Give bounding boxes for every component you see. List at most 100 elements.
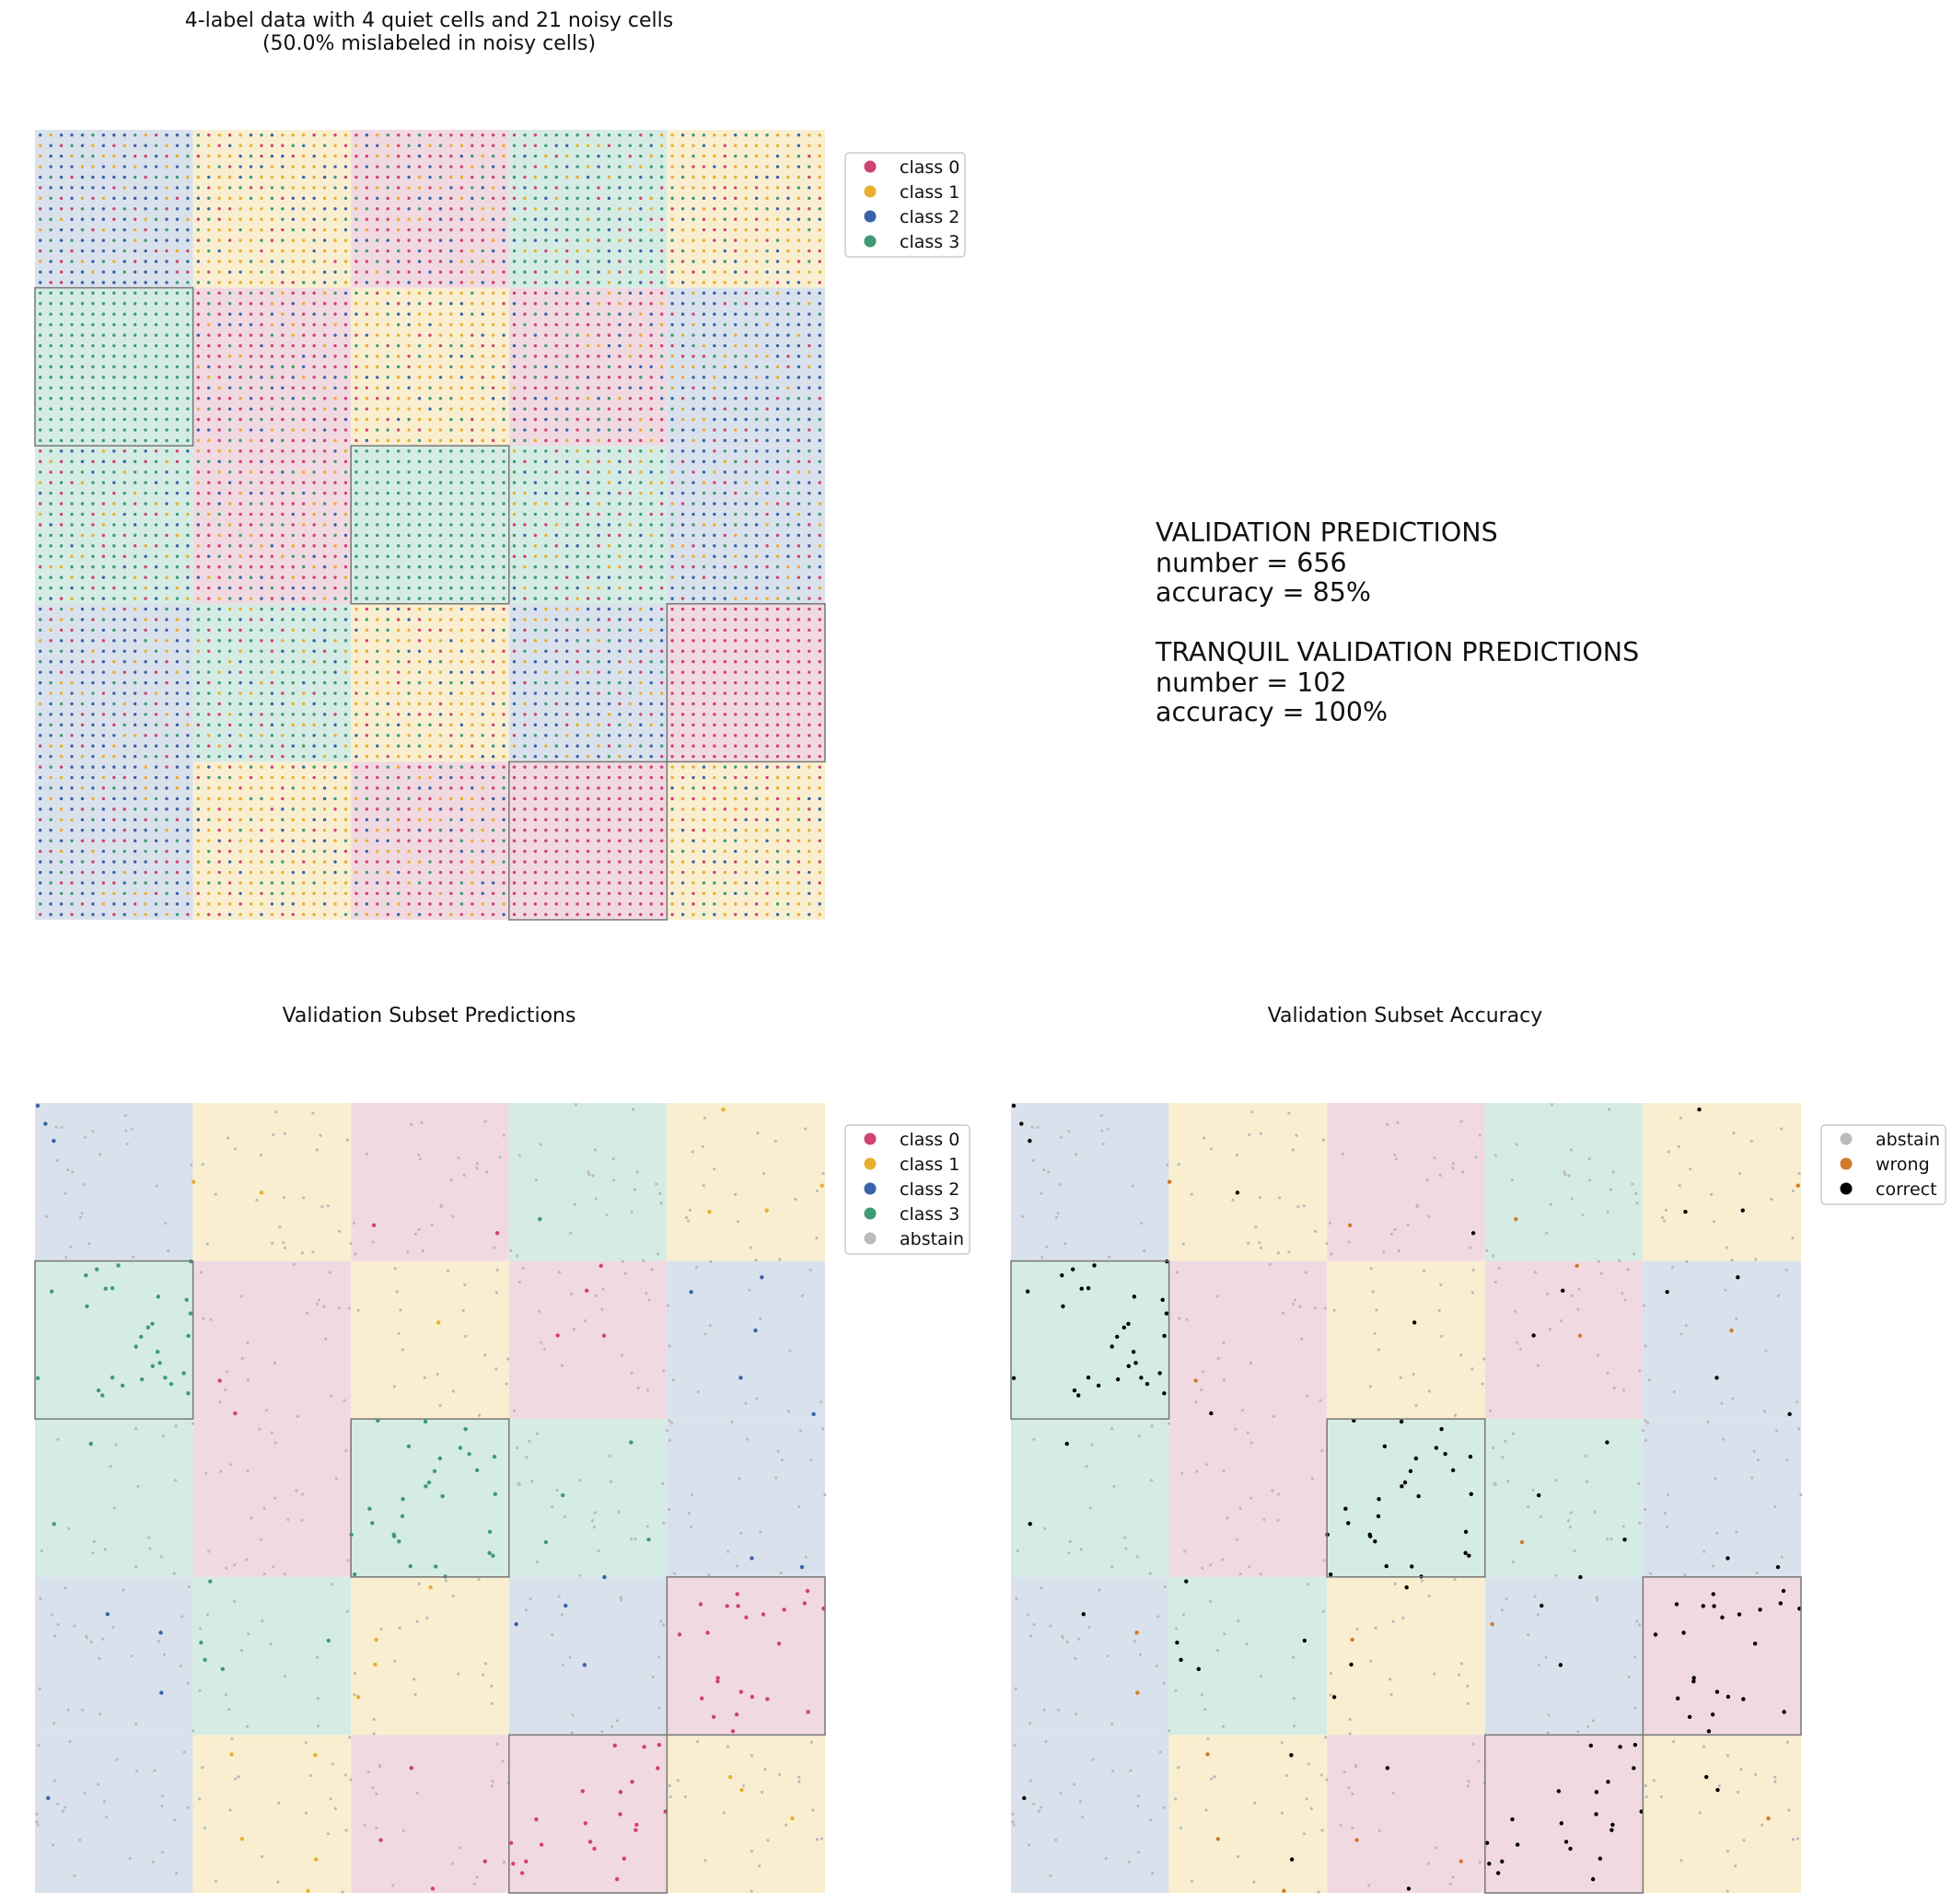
training-point (597, 238, 600, 242)
training-point (554, 154, 558, 158)
training-point (428, 660, 432, 664)
training-point (639, 134, 643, 137)
training-point (376, 565, 379, 569)
training-point (260, 586, 263, 590)
training-point (260, 407, 263, 411)
training-point (133, 818, 137, 822)
training-point (491, 713, 495, 716)
training-point (702, 449, 706, 453)
training-point (49, 207, 52, 211)
training-point (471, 680, 474, 685)
training-point (122, 386, 126, 389)
training-point (565, 554, 569, 559)
training-point (575, 354, 579, 358)
training-point (597, 512, 600, 517)
training-point (260, 597, 263, 600)
training-point (639, 691, 643, 695)
training-point (659, 649, 664, 653)
training-point (523, 227, 527, 232)
training-point (449, 281, 453, 284)
training-point (270, 438, 274, 443)
training-point (354, 575, 358, 579)
training-point (281, 796, 285, 801)
training-point (775, 470, 780, 474)
training-point (270, 554, 274, 559)
training-point (438, 407, 443, 411)
training-point (754, 227, 759, 232)
training-point (365, 354, 369, 358)
training-point (49, 680, 52, 685)
training-point (523, 238, 527, 242)
training-point (691, 660, 695, 664)
training-point (796, 734, 801, 737)
training-point (607, 512, 611, 517)
training-point (386, 586, 389, 590)
training-point (260, 639, 263, 643)
training-point (238, 260, 242, 263)
training-point (765, 754, 769, 759)
training-point (249, 902, 253, 906)
training-point (144, 775, 147, 780)
training-point (449, 165, 453, 168)
training-point (302, 912, 306, 916)
training-point (302, 533, 306, 538)
training-point (227, 839, 232, 842)
training-point (154, 397, 158, 401)
training-point (312, 839, 316, 842)
training-point (607, 249, 611, 253)
training-point (196, 544, 201, 548)
training-point (554, 291, 558, 296)
training-point (186, 459, 190, 464)
training-point (491, 449, 495, 453)
training-point (713, 702, 716, 706)
training-point (249, 818, 253, 822)
training-point (260, 554, 263, 559)
training-point (734, 575, 738, 579)
training-point (428, 512, 432, 517)
training-point (438, 186, 443, 190)
training-point (407, 470, 411, 474)
training-point (291, 134, 295, 137)
training-point (818, 376, 821, 379)
training-point (407, 607, 411, 611)
training-point (765, 597, 769, 600)
training-point (639, 649, 643, 653)
training-point (376, 744, 379, 748)
training-point (786, 502, 790, 505)
training-point (333, 165, 337, 168)
training-point (618, 438, 622, 443)
training-point (302, 459, 306, 464)
training-point (312, 459, 316, 464)
training-point (270, 270, 274, 274)
training-point (196, 649, 201, 653)
training-point (281, 680, 285, 685)
training-point (659, 333, 664, 337)
training-point (217, 196, 221, 201)
training-point (260, 860, 263, 864)
training-point (354, 322, 358, 327)
training-point (175, 891, 180, 896)
training-point (628, 354, 633, 358)
training-point (607, 144, 611, 147)
training-point (227, 639, 232, 643)
training-point (227, 217, 232, 221)
training-point (796, 291, 801, 296)
training-point (376, 417, 379, 422)
training-point (554, 554, 558, 559)
training-point (112, 691, 116, 695)
training-point (322, 597, 327, 600)
training-point (449, 417, 453, 422)
training-point (175, 702, 180, 706)
training-point (449, 333, 453, 337)
training-point (39, 428, 42, 432)
training-point (227, 470, 232, 474)
training-point (59, 144, 64, 147)
training-point (765, 449, 769, 453)
training-point (207, 481, 211, 484)
training-point (122, 786, 126, 790)
training-point (249, 281, 253, 284)
training-point (322, 607, 327, 611)
training-point (775, 680, 780, 685)
training-point (396, 544, 401, 548)
training-point (491, 481, 495, 484)
